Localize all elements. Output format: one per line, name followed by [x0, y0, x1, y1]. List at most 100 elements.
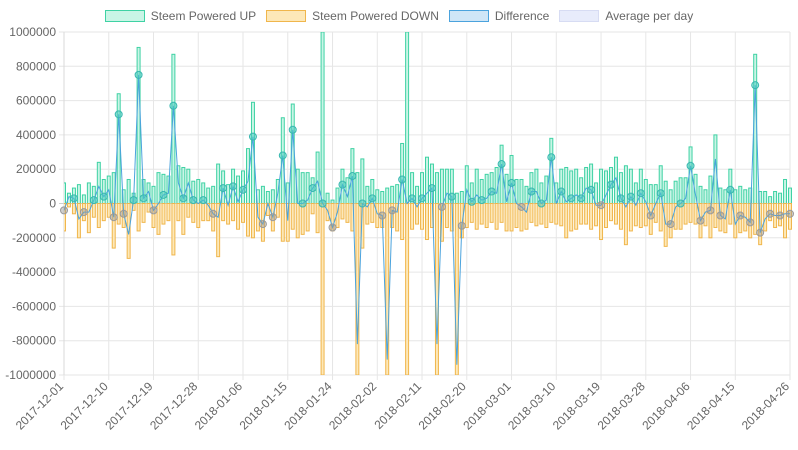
- legend-item-3[interactable]: Average per day: [559, 9, 693, 23]
- series-powered-down: [64, 203, 792, 375]
- bar-up: [206, 187, 211, 205]
- difference-point: [179, 194, 188, 203]
- bar-down: [783, 203, 788, 239]
- bar-up: [400, 142, 405, 205]
- bar-down: [171, 203, 176, 256]
- bar-up: [335, 187, 340, 205]
- bar-up: [81, 194, 86, 205]
- bar-up: [375, 189, 380, 204]
- bar-down: [479, 203, 484, 225]
- difference-point: [676, 199, 685, 208]
- y-tick-label: 0: [49, 197, 56, 211]
- y-axis-ticks: 1000000 800000 600000 400000 200000 0 -200000 -…: [5, 25, 56, 382]
- bar-up: [663, 180, 668, 205]
- difference-point: [219, 184, 228, 193]
- difference-point: [636, 189, 645, 198]
- difference-point: [696, 216, 705, 225]
- bar-up: [300, 172, 305, 205]
- bar-down: [176, 203, 181, 222]
- bar-down: [509, 203, 514, 232]
- difference-point: [477, 196, 486, 205]
- bar-down: [579, 203, 584, 225]
- bar-down: [524, 203, 529, 230]
- bar-down: [216, 203, 221, 258]
- difference-line: [64, 74, 790, 365]
- bar-down: [469, 203, 474, 223]
- bar-down: [146, 203, 151, 213]
- legend-item-1[interactable]: Steem Powered DOWN: [266, 9, 439, 23]
- legend-swatch: [448, 10, 489, 22]
- difference-point: [159, 190, 168, 199]
- bar-down: [310, 203, 315, 215]
- bar-down: [529, 203, 534, 223]
- bar-up: [638, 168, 643, 204]
- difference-point: [149, 206, 158, 215]
- bar-up: [265, 190, 270, 204]
- y-tick-label: -600000: [12, 299, 56, 313]
- bar-up: [599, 168, 604, 204]
- difference-point: [666, 220, 675, 229]
- difference-point: [587, 185, 596, 194]
- legend-item-0[interactable]: Steem Powered UP: [104, 9, 257, 23]
- difference-point: [209, 209, 218, 218]
- bar-up: [425, 156, 429, 205]
- difference-point: [746, 218, 755, 227]
- difference-point: [129, 196, 138, 205]
- bar-down: [320, 203, 325, 375]
- difference-point: [79, 208, 88, 217]
- difference-point: [507, 178, 516, 187]
- bar-up: [439, 168, 444, 204]
- legend-label: Steem Powered UP: [150, 9, 257, 23]
- difference-point: [656, 189, 665, 198]
- bar-down: [768, 203, 773, 222]
- bar-up: [380, 190, 385, 204]
- difference-point: [328, 223, 337, 232]
- bar-down: [564, 203, 569, 239]
- bar-down: [494, 203, 499, 230]
- bar-up: [216, 163, 221, 204]
- difference-point: [114, 110, 123, 119]
- difference-point: [388, 206, 397, 215]
- difference-point: [139, 194, 148, 203]
- bar-down: [618, 203, 623, 230]
- bar-down: [76, 203, 81, 239]
- bar-up: [260, 185, 265, 205]
- difference-point: [109, 213, 118, 222]
- bar-up: [330, 199, 335, 205]
- bar-up: [76, 184, 81, 204]
- bar-up: [723, 189, 728, 204]
- difference-point: [239, 185, 248, 194]
- difference-point: [736, 211, 745, 220]
- bar-down: [554, 203, 559, 225]
- bar-up: [454, 192, 459, 205]
- bar-up: [559, 168, 564, 204]
- y-tick-label: -400000: [12, 265, 56, 279]
- bar-up: [64, 182, 66, 204]
- bar-up: [116, 93, 121, 204]
- bar-down: [484, 203, 489, 229]
- difference-point: [338, 180, 347, 189]
- bar-down: [464, 203, 469, 229]
- x-tick-label: 2018-04-15: [684, 379, 738, 433]
- difference-point: [616, 194, 625, 203]
- difference-point: [348, 172, 357, 181]
- legend-label: Difference: [494, 9, 550, 23]
- difference-point: [487, 187, 496, 196]
- x-tick-label: 2018-04-26: [739, 379, 793, 433]
- bar-down: [608, 203, 613, 222]
- bar-up: [738, 185, 743, 205]
- bar-up: [474, 168, 479, 204]
- bar-up: [405, 32, 410, 204]
- difference-point: [248, 132, 257, 141]
- difference-point: [298, 199, 307, 208]
- difference-point: [577, 194, 586, 203]
- difference-point: [467, 197, 476, 206]
- difference-point: [318, 199, 327, 208]
- bar-up: [534, 168, 539, 204]
- bar-down: [718, 203, 723, 232]
- legend-item-2[interactable]: Difference: [448, 9, 550, 23]
- y-tick-label: 400000: [16, 128, 56, 142]
- bar-down: [474, 203, 479, 230]
- difference-points: [60, 70, 794, 237]
